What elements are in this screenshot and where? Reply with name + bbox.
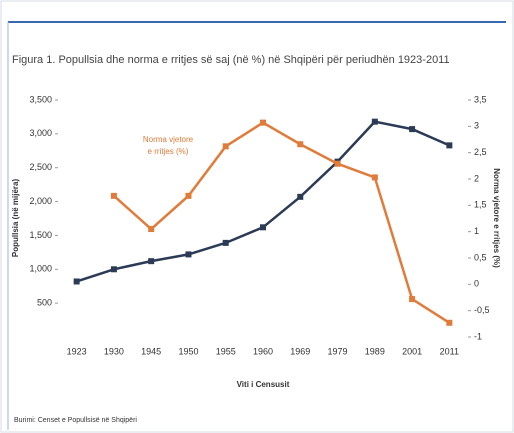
y2-axis-label: Norma vjetore e rritjes (%): [492, 168, 501, 268]
y-tick-label: 3,500: [29, 94, 52, 104]
point: [297, 141, 304, 148]
source: Burimi: Censet e Popullsisë në Shqipëri: [14, 417, 137, 424]
point: [185, 192, 192, 199]
y2-tick-label: -1: [474, 331, 482, 341]
point: [222, 143, 229, 150]
x-tick-label: 1930: [104, 346, 124, 356]
y2-tick-label: 2: [474, 173, 479, 183]
point: [148, 258, 155, 265]
y2-tick-label: 0,5: [474, 252, 487, 262]
y-tick-label: 2,000: [29, 196, 52, 206]
point: [73, 278, 80, 285]
x-tick-label: 1989: [365, 346, 385, 356]
point: [222, 239, 229, 246]
point: [409, 296, 416, 303]
x-tick-label: 1950: [178, 346, 198, 356]
point: [110, 192, 117, 199]
annotation: Norma vjetore: [143, 135, 194, 144]
point: [409, 126, 416, 133]
y-tick-label: 2,500: [29, 162, 52, 172]
point: [148, 226, 155, 233]
point: [446, 142, 453, 149]
y2-tick-label: 2,5: [474, 147, 487, 157]
series-line: [113, 121, 451, 324]
point: [260, 224, 266, 231]
y-tick-label: 500: [37, 298, 52, 308]
x-tick-label: 1955: [216, 346, 236, 356]
y-tick-label: 3,000: [29, 128, 52, 138]
point: [446, 319, 453, 326]
y2-tick-label: 0: [474, 279, 479, 289]
x-tick-label: 1960: [253, 346, 273, 356]
y2-tick-label: 3,5: [474, 94, 487, 104]
x-axis-label: Viti i Censusit: [237, 380, 290, 389]
y-axis-label: Popullsia (në mijëra): [11, 179, 20, 258]
y2-tick-label: -0,5: [474, 305, 490, 315]
x-tick-label: 1969: [290, 346, 310, 356]
point: [297, 193, 304, 200]
x-tick-label: 1945: [141, 346, 161, 356]
point: [185, 251, 192, 258]
point: [110, 266, 117, 273]
y-tick-label: 1,000: [29, 264, 52, 274]
x-tick-label: 2001: [402, 346, 422, 356]
chart-title: Figura 1. Popullsia dhe norma e rritjes …: [12, 54, 450, 66]
y2-tick-label: 3: [474, 121, 479, 131]
point: [260, 119, 266, 126]
x-tick-label: 1923: [67, 346, 87, 356]
annotation: e rritjes (%): [148, 147, 189, 156]
y2-tick-label: 1: [474, 226, 479, 236]
y2-tick-label: 1,5: [474, 200, 487, 210]
point: [334, 160, 341, 167]
x-tick-label: 1979: [328, 346, 348, 356]
y-tick-label: 1,500: [29, 230, 52, 240]
point: [371, 174, 378, 181]
x-tick-label: 2011: [440, 346, 459, 356]
point: [371, 118, 378, 125]
